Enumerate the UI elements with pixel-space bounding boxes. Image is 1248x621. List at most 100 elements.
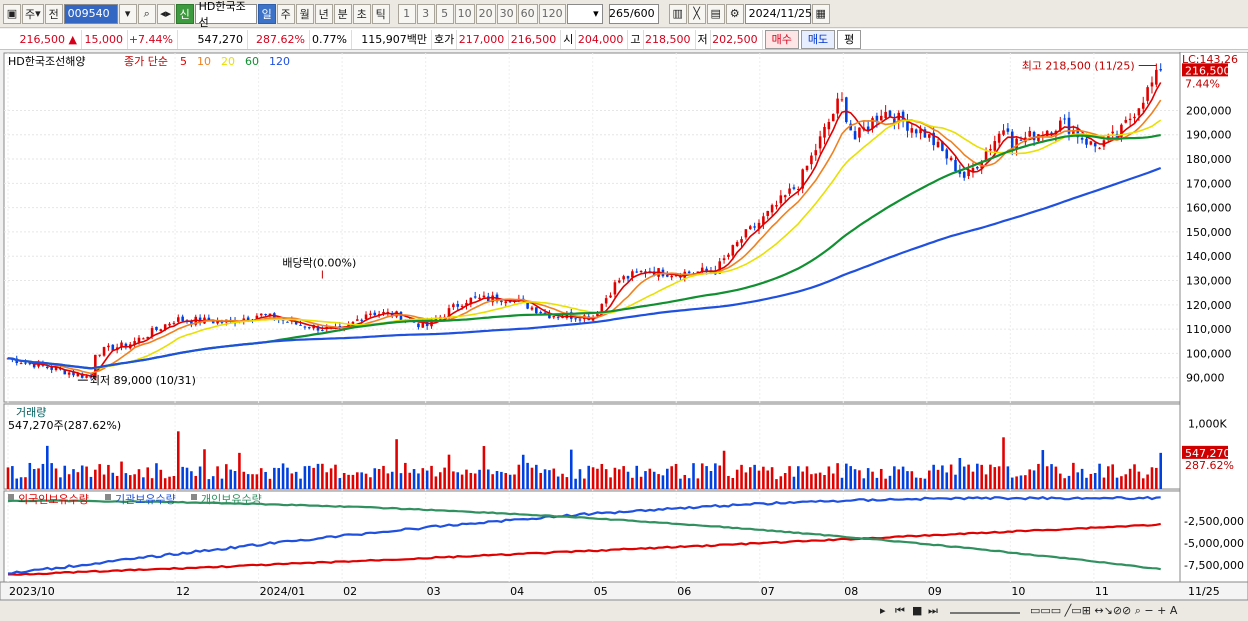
volume-bar [548, 470, 551, 489]
candle-body [923, 129, 927, 138]
gear-icon[interactable]: ⚙ [725, 3, 744, 24]
price-y-tick: 180,000 [1186, 153, 1232, 166]
date-input[interactable]: 2024/11/25 [744, 3, 812, 24]
volume-bar [901, 466, 905, 489]
save-icon[interactable]: ▤ [706, 3, 725, 24]
candle-body [526, 301, 529, 309]
x-tick-label: 10 [1011, 585, 1025, 598]
period-month[interactable]: 월 [295, 3, 314, 24]
scroll-first-icon[interactable]: ⏮ [895, 604, 905, 617]
candle-body [840, 99, 844, 101]
candle-body [63, 369, 67, 375]
candle-body [32, 363, 36, 368]
candle-type-icon[interactable]: ▥ [668, 3, 687, 24]
speaker-icon[interactable]: ◂▸ [156, 3, 175, 24]
prev-button[interactable]: 전 [44, 3, 63, 24]
candle-body [364, 314, 368, 320]
interval-3[interactable]: 3 [416, 3, 435, 24]
volume-bar [958, 457, 962, 489]
interval-20[interactable]: 20 [475, 3, 496, 24]
candle-body [382, 311, 385, 314]
zoom-slider[interactable] [950, 604, 1020, 614]
calendar-icon[interactable]: ▦ [811, 3, 830, 24]
candle-body [700, 267, 704, 273]
period-second[interactable]: 초 [352, 3, 371, 24]
trade-amount: 115,907백만 [352, 29, 432, 49]
volume-bar [954, 474, 957, 489]
cross-line-icon[interactable]: ╳ [687, 3, 706, 24]
bid-label: 호가 [432, 29, 458, 49]
candle-body [858, 127, 861, 138]
volume-bar [404, 462, 407, 489]
candle-body [762, 216, 765, 225]
volume-bar [390, 471, 394, 489]
candle-body [753, 226, 756, 228]
candle-body [949, 157, 953, 161]
holdings-legend-swatch [105, 494, 111, 500]
period-minute[interactable]: 분 [333, 3, 352, 24]
stop-icon[interactable]: ■ [912, 604, 923, 617]
volume-bar [997, 466, 1001, 489]
candle-body [508, 300, 512, 303]
custom-interval-select[interactable]: ▾ [566, 3, 603, 24]
volume-bar [976, 463, 979, 489]
candle-body [901, 111, 905, 122]
volume-title: 거래량 [16, 406, 46, 419]
volume-bar [556, 476, 560, 489]
count-input[interactable]: 265/600 [608, 3, 659, 24]
period-week[interactable]: 주 [276, 3, 295, 24]
candle-body [255, 315, 259, 320]
window-icons[interactable]: ▭▭▭ ╱▭⊞ ↔↘⊘⊘ ⌕ − + A [1030, 604, 1178, 617]
scroll-bar[interactable]: ▸ ⏮ ■ ⏭ ▭▭▭ ╱▭⊞ ↔↘⊘⊘ ⌕ − + A [0, 600, 1248, 621]
volume-bar [76, 472, 80, 489]
scroll-last-icon[interactable]: ⏭ [928, 604, 938, 617]
volume-bar [15, 478, 19, 489]
volume-bar [111, 472, 115, 489]
volume-bar [80, 465, 84, 489]
x-axis-strip [0, 581, 1248, 600]
interval-10[interactable]: 10 [454, 3, 475, 24]
period-day[interactable]: 일 [257, 3, 276, 24]
eval-button[interactable]: 평 [837, 29, 862, 49]
window-menu-icon[interactable]: ▣ [3, 3, 21, 24]
scroll-right-icon[interactable]: ▸ [880, 604, 886, 617]
interval-60[interactable]: 60 [517, 3, 538, 24]
period-tick[interactable]: 틱 [371, 3, 390, 24]
candle-body [120, 342, 123, 347]
period-year[interactable]: 년 [314, 3, 333, 24]
volume-bar [810, 474, 813, 489]
interval-5[interactable]: 5 [435, 3, 454, 24]
buy-button[interactable]: 매수 [764, 29, 799, 49]
candle-body [622, 276, 625, 280]
volume-bar [1072, 462, 1075, 489]
stock-code-input[interactable]: 009540 [63, 3, 118, 24]
volume-bar [89, 476, 93, 489]
sell-button[interactable]: 매도 [800, 29, 836, 49]
candle-body [137, 337, 141, 342]
candle-body [548, 314, 551, 319]
volume-bar [657, 474, 660, 489]
search-icon[interactable]: ⌕ [137, 3, 156, 24]
candle-body [24, 362, 27, 364]
chart-area[interactable]: 200,000 190,000 180,000 170,000 160,000 150,0… [0, 52, 1248, 600]
code-dropdown-icon[interactable]: ▾ [118, 3, 137, 24]
interval-1[interactable]: 1 [397, 3, 416, 24]
candle-body [989, 148, 992, 151]
type-dropdown[interactable]: 주 ▾ [22, 3, 44, 24]
interval-30[interactable]: 30 [496, 3, 517, 24]
volume-bar [203, 449, 206, 489]
volume-bar [923, 478, 927, 489]
volume-bar [1006, 466, 1010, 489]
candle-body [797, 189, 800, 191]
candle-body [1120, 124, 1123, 137]
volume-bar [294, 471, 298, 489]
volume-bar [526, 462, 529, 489]
volume-bar [1028, 469, 1032, 489]
interval-120[interactable]: 120 [538, 3, 566, 24]
candle-body [993, 141, 997, 151]
candle-body [273, 313, 276, 320]
holdings-line-2 [7, 499, 1161, 571]
volume-bar [788, 466, 791, 489]
candle-body [596, 313, 599, 317]
candle-body [50, 367, 53, 370]
